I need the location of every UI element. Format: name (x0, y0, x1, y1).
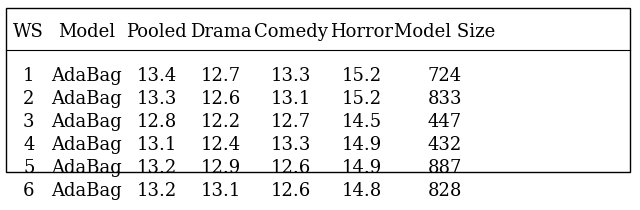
Text: 14.9: 14.9 (342, 136, 381, 154)
Text: 13.3: 13.3 (271, 67, 312, 85)
Text: 828: 828 (428, 182, 462, 200)
Text: Drama: Drama (190, 22, 252, 41)
Text: 432: 432 (428, 136, 462, 154)
Text: 12.6: 12.6 (271, 159, 311, 177)
Text: 12.2: 12.2 (201, 113, 241, 131)
Text: Pooled: Pooled (127, 22, 187, 41)
Text: 13.1: 13.1 (271, 90, 312, 108)
Text: 13.2: 13.2 (137, 182, 177, 200)
Text: 447: 447 (428, 113, 462, 131)
Text: Model Size: Model Size (394, 22, 495, 41)
Text: 2: 2 (23, 90, 35, 108)
Text: 13.1: 13.1 (136, 136, 177, 154)
Text: 14.9: 14.9 (342, 159, 381, 177)
Text: AdaBag: AdaBag (51, 90, 122, 108)
Text: 15.2: 15.2 (342, 67, 381, 85)
Text: 12.6: 12.6 (271, 182, 311, 200)
Text: 12.7: 12.7 (201, 67, 241, 85)
Text: 12.7: 12.7 (271, 113, 311, 131)
Text: 13.3: 13.3 (271, 136, 312, 154)
Text: 12.6: 12.6 (201, 90, 241, 108)
Text: Model: Model (58, 22, 115, 41)
Text: AdaBag: AdaBag (51, 136, 122, 154)
Text: 12.8: 12.8 (137, 113, 177, 131)
Text: 3: 3 (23, 113, 35, 131)
Text: 14.5: 14.5 (342, 113, 381, 131)
Text: 13.3: 13.3 (136, 90, 177, 108)
Text: Comedy: Comedy (254, 22, 328, 41)
Text: AdaBag: AdaBag (51, 67, 122, 85)
Text: 14.8: 14.8 (342, 182, 381, 200)
Bar (6, 8, 630, 172)
Text: 4: 4 (23, 136, 35, 154)
Text: AdaBag: AdaBag (51, 113, 122, 131)
Text: AdaBag: AdaBag (51, 182, 122, 200)
Text: 833: 833 (428, 90, 462, 108)
Text: 12.4: 12.4 (201, 136, 241, 154)
Text: 6: 6 (23, 182, 35, 200)
Text: 13.4: 13.4 (137, 67, 177, 85)
Text: 1: 1 (23, 67, 35, 85)
Text: 12.9: 12.9 (201, 159, 241, 177)
Text: 887: 887 (428, 159, 462, 177)
Text: 5: 5 (23, 159, 35, 177)
Text: WS: WS (13, 22, 44, 41)
Text: 13.1: 13.1 (200, 182, 241, 200)
Text: 13.2: 13.2 (137, 159, 177, 177)
Text: 15.2: 15.2 (342, 90, 381, 108)
Text: AdaBag: AdaBag (51, 159, 122, 177)
Text: Horror: Horror (330, 22, 393, 41)
Text: 724: 724 (428, 67, 462, 85)
